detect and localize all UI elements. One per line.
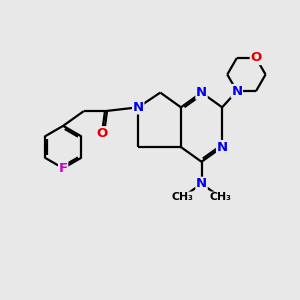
- Text: N: N: [133, 101, 144, 114]
- Text: CH₃: CH₃: [172, 192, 193, 202]
- Text: N: N: [196, 86, 207, 99]
- Text: O: O: [250, 52, 262, 64]
- Text: O: O: [96, 127, 108, 140]
- Text: N: N: [217, 141, 228, 154]
- Text: N: N: [196, 177, 207, 190]
- Text: F: F: [58, 162, 68, 175]
- Text: N: N: [231, 85, 242, 98]
- Text: CH₃: CH₃: [210, 192, 232, 202]
